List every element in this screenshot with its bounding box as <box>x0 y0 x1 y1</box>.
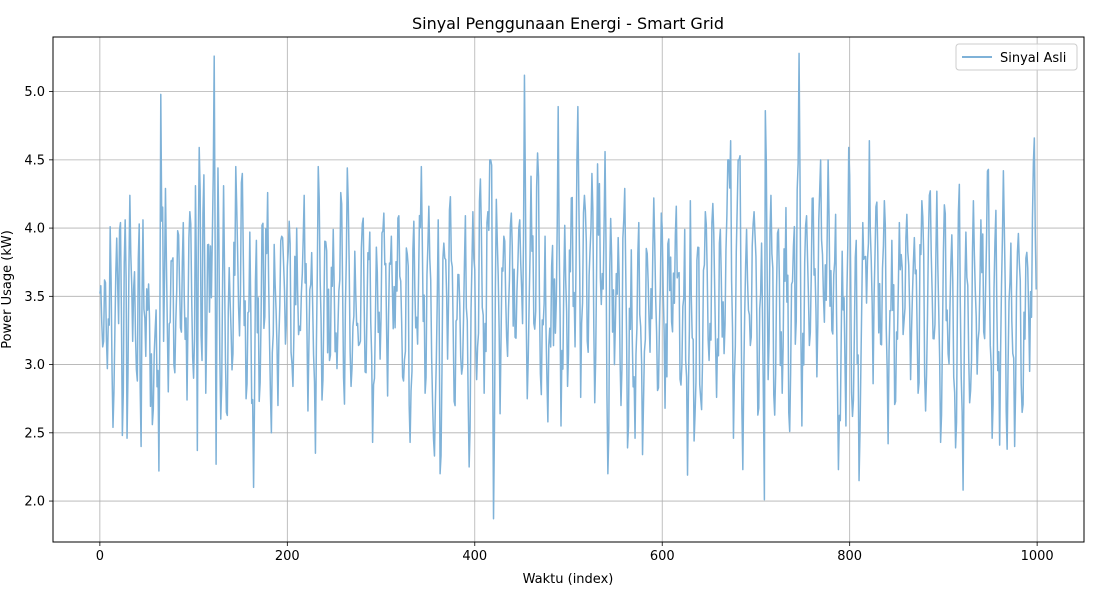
y-tick-label: 2.0 <box>24 495 45 510</box>
x-axis-label: Waktu (index) <box>523 572 614 587</box>
y-tick-label: 3.0 <box>24 358 45 373</box>
x-axis-ticks: 0 200 400 600 800 1000 <box>96 542 1054 564</box>
legend-box <box>955 43 1078 71</box>
chart-title: Sinyal Penggunaan Energi - Smart Grid <box>412 14 724 33</box>
y-tick-label: 2.5 <box>24 426 45 441</box>
y-tick-label: 5.0 <box>24 85 45 100</box>
y-tick-label: 4.0 <box>24 222 45 237</box>
y-axis-label: Power Usage (kW) <box>0 230 15 349</box>
x-tick-label: 400 <box>462 549 487 564</box>
legend-label: Sinyal Asli <box>1000 51 1066 66</box>
series-line-sinyal-asli <box>99 52 1037 520</box>
legend: Sinyal Asli <box>955 43 1078 71</box>
y-axis-ticks: 2.0 2.5 3.0 3.5 4.0 4.5 5.0 <box>24 85 53 510</box>
y-tick-label: 4.5 <box>24 153 45 168</box>
plot-frame <box>52 36 1085 543</box>
x-tick-label: 1000 <box>1021 549 1054 564</box>
x-tick-label: 800 <box>837 549 862 564</box>
y-tick-label: 3.5 <box>24 290 45 305</box>
series-group <box>99 52 1037 520</box>
x-tick-label: 0 <box>96 549 104 564</box>
x-tick-label: 200 <box>275 549 300 564</box>
x-tick-label: 600 <box>650 549 675 564</box>
